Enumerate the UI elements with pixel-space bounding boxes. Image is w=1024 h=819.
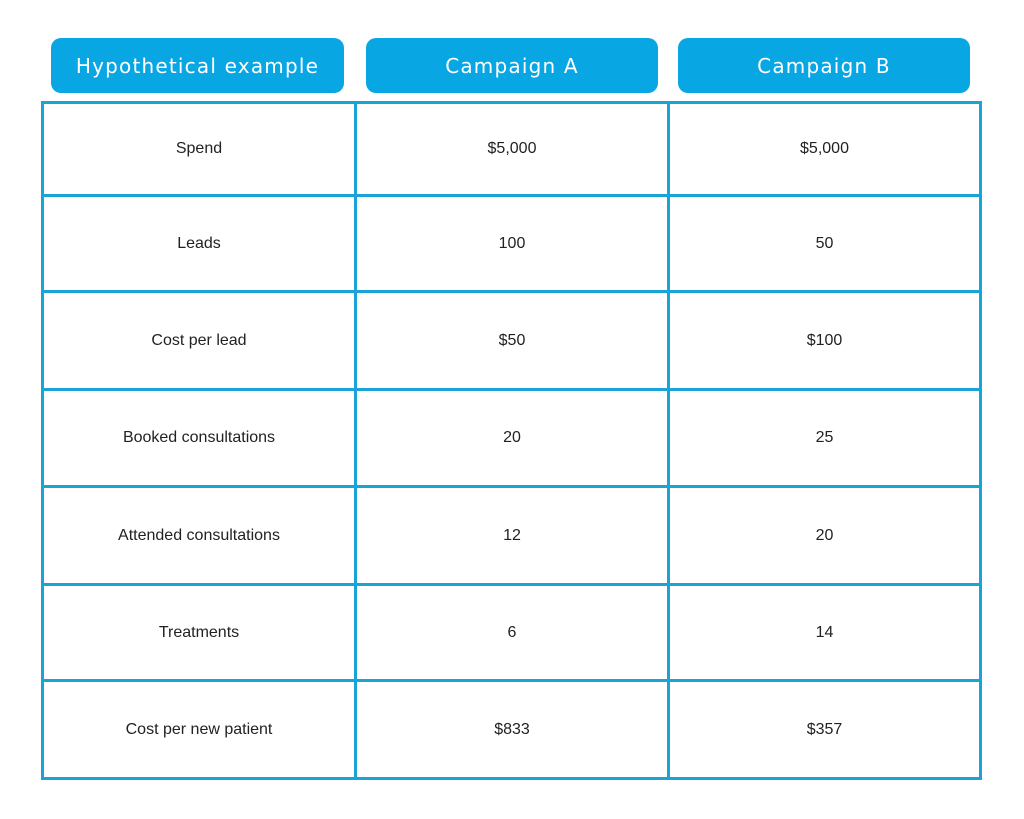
- cell-campaign-b: $357: [806, 720, 843, 738]
- header-campaign-a: Campaign A: [366, 38, 658, 93]
- cell-campaign-b: 14: [670, 586, 979, 682]
- cell-row-label: Booked consultations: [44, 391, 357, 488]
- header-hypothetical-example: Hypothetical example: [51, 38, 344, 93]
- cell-campaign-a: 6: [357, 586, 670, 682]
- cell-row-label: Cost per lead: [44, 293, 357, 391]
- cell-campaign-a: 12: [357, 488, 670, 586]
- cell-row-label: Spend: [44, 104, 357, 197]
- cell-campaign-b: $5,000: [670, 104, 979, 197]
- cell-campaign-a: $50: [357, 293, 670, 391]
- cell-campaign-b: $100: [670, 293, 979, 391]
- comparison-table: Spend $5,000 $5,000 Leads 100 50 Cost pe…: [41, 101, 982, 780]
- cell-campaign-a: 100: [357, 197, 670, 293]
- cell-row-label: Attended consultations: [44, 488, 357, 586]
- cell-campaign-a: $5,000: [357, 104, 670, 197]
- cell-campaign-b: 20: [670, 488, 979, 586]
- cell-campaign-a: $833: [357, 682, 670, 777]
- cell-campaign-b: 25: [670, 391, 979, 488]
- cell-campaign-b: 50: [670, 197, 979, 293]
- header-campaign-b: Campaign B: [678, 38, 970, 93]
- cell-row-label: Leads: [44, 197, 357, 293]
- cell-campaign-a: 20: [357, 391, 670, 488]
- cell-row-label: Cost per new patient: [44, 682, 357, 777]
- cell-row-label: Treatments: [44, 586, 357, 682]
